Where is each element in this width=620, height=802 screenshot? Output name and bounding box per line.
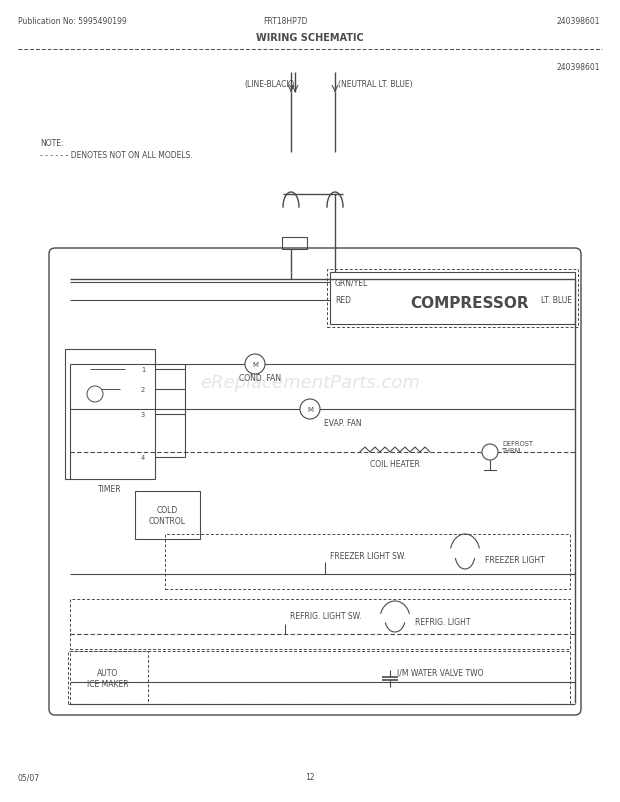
Text: (LINE-BLACK): (LINE-BLACK) (245, 80, 295, 89)
Text: eReplacementParts.com: eReplacementParts.com (200, 374, 420, 391)
Text: AUTO
ICE MAKER: AUTO ICE MAKER (87, 668, 129, 688)
Text: COIL HEATER: COIL HEATER (370, 460, 420, 469)
Text: REFRIG. LIGHT SW.: REFRIG. LIGHT SW. (290, 612, 361, 621)
Text: EVAP. FAN: EVAP. FAN (324, 419, 361, 428)
Text: FREEZER LIGHT: FREEZER LIGHT (485, 556, 545, 565)
Text: REFRIG. LIGHT: REFRIG. LIGHT (415, 618, 471, 626)
Bar (330, 273, 575, 325)
Bar (70, 599, 570, 649)
Text: WIRING SCHEMATIC: WIRING SCHEMATIC (256, 33, 364, 43)
Text: 3: 3 (141, 411, 145, 418)
Text: 4: 4 (141, 455, 145, 460)
Circle shape (87, 387, 103, 403)
Text: COMPRESSOR: COMPRESSOR (410, 296, 529, 311)
Text: FREEZER LIGHT SW.: FREEZER LIGHT SW. (330, 552, 406, 561)
Bar (327, 269, 578, 327)
Text: - - - - - - DENOTES NOT ON ALL MODELS.: - - - - - - DENOTES NOT ON ALL MODELS. (40, 150, 193, 160)
Bar (70, 651, 570, 704)
Text: COLD
CONTROL: COLD CONTROL (149, 506, 185, 525)
Bar (165, 534, 570, 589)
Text: 2: 2 (141, 387, 145, 392)
Text: LT. BLUE: LT. BLUE (541, 296, 572, 305)
Text: M: M (252, 362, 258, 367)
Bar (68, 651, 148, 704)
Text: NOTE:: NOTE: (40, 138, 63, 148)
Text: FRT18HP7D: FRT18HP7D (263, 18, 308, 26)
Text: RED: RED (335, 296, 351, 305)
Text: GRN/YEL: GRN/YEL (335, 278, 368, 287)
Text: (NEUTRAL LT. BLUE): (NEUTRAL LT. BLUE) (338, 80, 412, 89)
Text: 1: 1 (141, 367, 145, 373)
Bar (135, 492, 200, 539)
Text: 240398601: 240398601 (557, 63, 600, 72)
Text: COND. FAN: COND. FAN (239, 374, 281, 383)
Circle shape (245, 354, 265, 375)
Text: M: M (307, 407, 313, 412)
Circle shape (482, 444, 498, 460)
Text: 05/07: 05/07 (18, 772, 40, 781)
Text: 240398601: 240398601 (557, 18, 600, 26)
Text: I/M WATER VALVE TWO: I/M WATER VALVE TWO (397, 668, 483, 677)
Text: 12: 12 (305, 772, 315, 781)
Text: Publication No: 5995490199: Publication No: 5995490199 (18, 18, 126, 26)
Circle shape (300, 399, 320, 419)
Bar (282, 237, 307, 249)
Bar (65, 350, 155, 480)
Text: DEFROST
THRM.: DEFROST THRM. (502, 441, 533, 454)
Text: TIMER: TIMER (98, 485, 122, 494)
